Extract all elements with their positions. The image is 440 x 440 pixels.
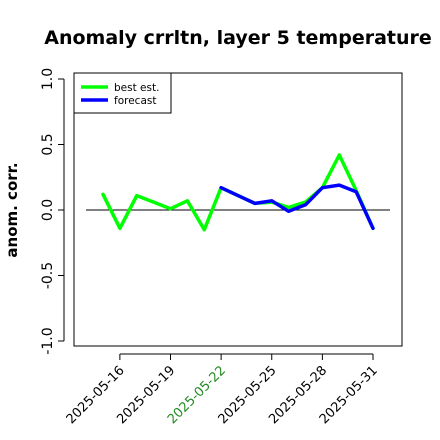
- y-axis-label: anom. corr.: [3, 162, 21, 257]
- series-lines: [101, 153, 375, 232]
- legend-label: forecast: [114, 95, 156, 107]
- y-tick-label: 0.0: [40, 199, 56, 221]
- legend: best est.forecast: [73, 72, 172, 114]
- legend-label: best est.: [114, 82, 159, 94]
- y-tick-label: 0.5: [40, 133, 56, 155]
- plot-area: [73, 72, 403, 347]
- series-line-forecast: [219, 183, 375, 231]
- series-line-best-est: [101, 153, 375, 232]
- axes: -1.0-0.50.00.51.02025-05-162025-05-19202…: [40, 68, 390, 427]
- chart-title: Anomaly crrltn, layer 5 temperature: [44, 27, 432, 49]
- y-tick-label: 1.0: [40, 68, 56, 90]
- y-tick-label: -1.0: [40, 327, 56, 354]
- legend-box: [73, 72, 172, 114]
- y-tick-label: -0.5: [40, 262, 56, 289]
